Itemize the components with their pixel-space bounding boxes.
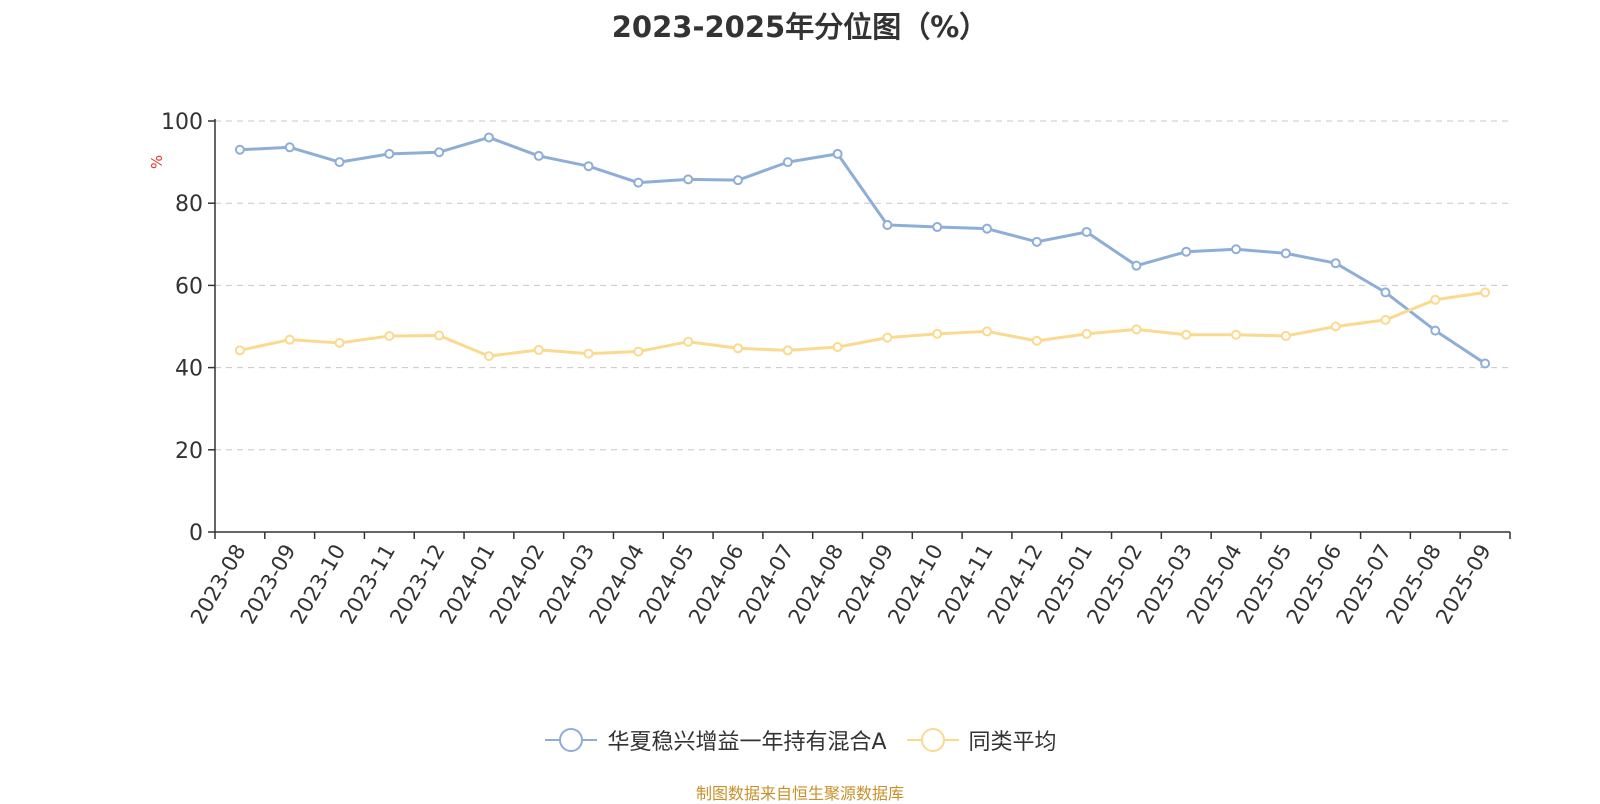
data-point-series-0	[832, 148, 843, 159]
y-tick-label: 40	[175, 357, 203, 382]
data-point-series-1	[234, 345, 245, 356]
data-point-series-0	[732, 175, 743, 186]
data-point-series-0	[932, 222, 943, 233]
data-point-series-1	[1031, 335, 1042, 346]
data-point-series-0	[882, 219, 893, 230]
data-point-series-1	[334, 337, 345, 348]
data-point-series-1	[384, 330, 395, 341]
data-point-series-0	[1081, 226, 1092, 237]
data-point-series-0	[384, 148, 395, 159]
data-point-series-1	[1430, 294, 1441, 305]
data-point-series-1	[982, 326, 993, 337]
y-tick-label: 0	[189, 521, 203, 546]
data-point-series-1	[483, 351, 494, 362]
legend: 华夏稳兴增益一年持有混合A 同类平均	[0, 722, 1600, 758]
data-point-series-0	[1480, 358, 1491, 369]
data-point-series-1	[633, 346, 644, 357]
data-point-series-1	[1330, 321, 1341, 332]
line-chart: 020406080100%2023-082023-092023-102023-1…	[148, 110, 1511, 628]
data-point-series-0	[1131, 260, 1142, 271]
series-line-0	[239, 135, 1486, 365]
data-point-series-1	[434, 330, 445, 341]
data-point-series-1	[832, 342, 843, 353]
legend-item-series-b[interactable]: 同类平均	[905, 724, 1057, 756]
data-point-series-0	[334, 157, 345, 168]
data-point-series-0	[1380, 287, 1391, 298]
y-tick-label: 60	[175, 274, 203, 299]
data-point-series-0	[683, 174, 694, 185]
data-point-series-0	[1031, 236, 1042, 247]
data-point-series-1	[284, 334, 295, 345]
data-point-series-1	[932, 328, 943, 339]
data-point-series-0	[434, 147, 445, 158]
data-point-series-1	[1131, 324, 1142, 335]
data-point-series-0	[1430, 325, 1441, 336]
legend-circle-icon-series-a	[545, 728, 598, 752]
series-line-1	[239, 290, 1486, 358]
data-point-series-0	[1181, 246, 1192, 257]
legend-circle-icon-series-b	[906, 728, 959, 752]
data-point-series-1	[1480, 287, 1491, 298]
data-point-series-1	[683, 336, 694, 347]
legend-label-series-a: 华夏稳兴增益一年持有混合A	[607, 730, 887, 755]
data-point-series-0	[234, 144, 245, 155]
data-point-series-0	[583, 161, 594, 172]
chart-title: 2023-2025年分位图（%）	[611, 10, 989, 44]
data-point-series-1	[1081, 328, 1092, 339]
y-axis-unit-label: %	[148, 155, 166, 169]
data-point-series-1	[882, 332, 893, 343]
data-point-series-0	[1280, 248, 1291, 259]
data-point-series-0	[533, 150, 544, 161]
data-point-series-1	[1181, 329, 1192, 340]
data-point-series-0	[483, 132, 494, 143]
legend-item-series-a[interactable]: 华夏稳兴增益一年持有混合A	[543, 724, 887, 756]
data-point-series-0	[284, 142, 295, 153]
data-point-series-1	[732, 343, 743, 354]
y-tick-label: 20	[175, 439, 203, 464]
data-point-series-1	[1380, 314, 1391, 325]
data-point-series-1	[782, 345, 793, 356]
legend-label-series-b: 同类平均	[968, 730, 1057, 755]
data-point-series-0	[982, 223, 993, 234]
data-point-series-0	[1231, 244, 1242, 255]
data-point-series-1	[533, 344, 544, 355]
data-point-series-1	[1231, 329, 1242, 340]
y-tick-label: 100	[161, 110, 203, 135]
data-point-series-1	[583, 348, 594, 359]
data-point-series-1	[1280, 330, 1291, 341]
source-note: 制图数据来自恒生聚源数据库	[695, 784, 904, 803]
data-point-series-0	[782, 157, 793, 168]
data-point-series-0	[1330, 258, 1341, 269]
data-point-series-0	[633, 177, 644, 188]
y-tick-label: 80	[175, 192, 203, 217]
